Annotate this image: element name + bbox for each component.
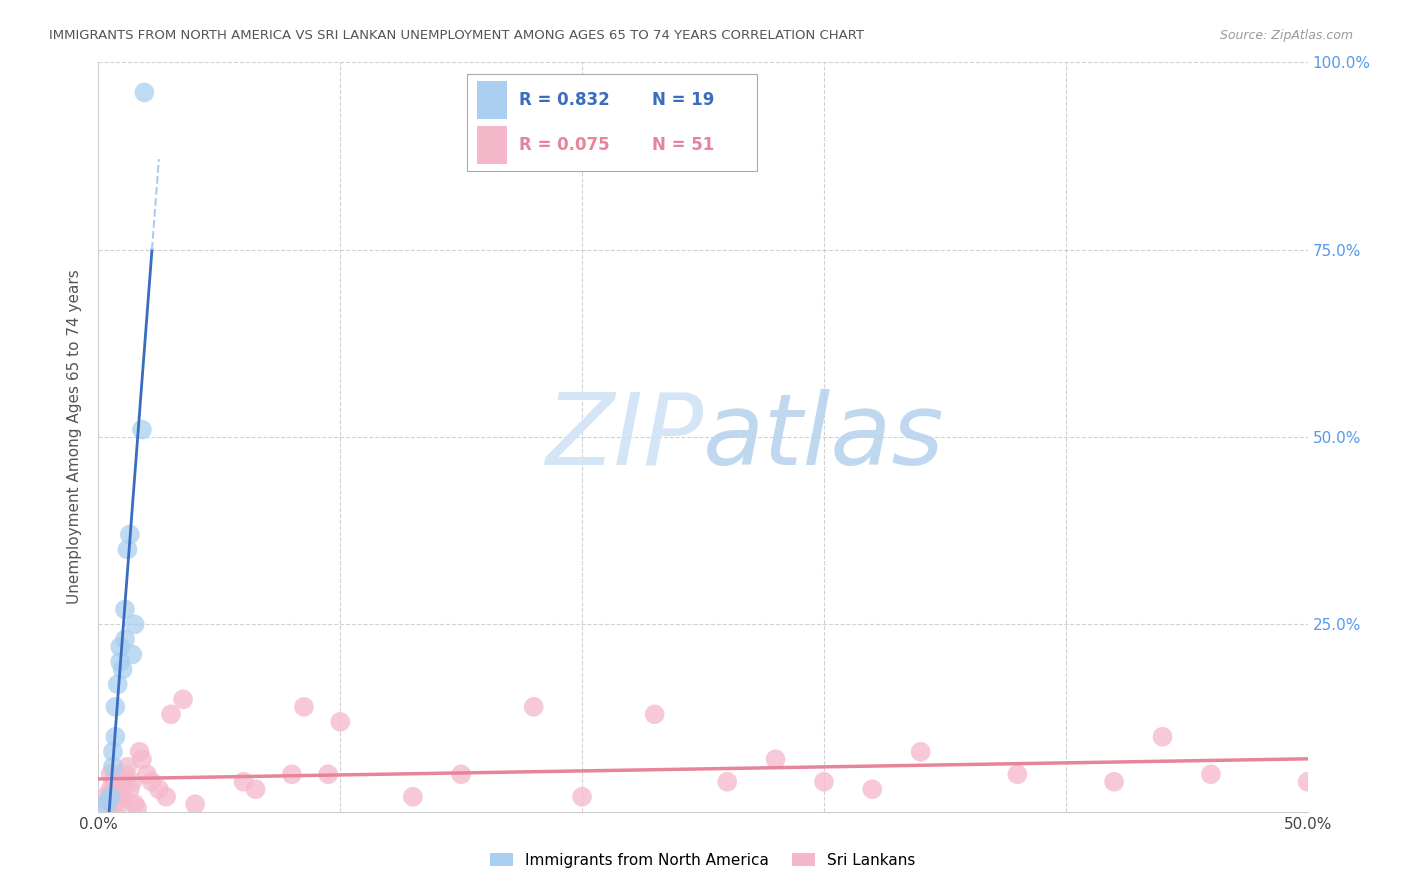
Point — [101, 774, 124, 789]
Point — [184, 797, 207, 812]
Point — [245, 782, 267, 797]
Point — [94, 789, 117, 804]
Point — [644, 707, 666, 722]
Point — [124, 617, 146, 632]
Point — [329, 714, 352, 729]
Point — [402, 789, 425, 804]
Point — [1007, 767, 1029, 781]
Point — [135, 767, 157, 781]
Point — [1152, 730, 1174, 744]
Point — [114, 767, 136, 781]
Point — [107, 677, 129, 691]
Point — [860, 782, 883, 797]
Point — [128, 745, 150, 759]
Point — [108, 782, 131, 797]
Y-axis label: Unemployment Among Ages 65 to 74 years: Unemployment Among Ages 65 to 74 years — [67, 269, 83, 605]
Bar — [477, 81, 508, 119]
Point — [97, 793, 120, 807]
Point — [117, 542, 139, 557]
Point — [134, 86, 156, 100]
Point — [107, 774, 129, 789]
Point — [118, 527, 141, 541]
Point — [97, 797, 120, 812]
Point — [1102, 774, 1125, 789]
Point — [141, 774, 163, 789]
Text: N = 51: N = 51 — [652, 136, 714, 153]
Point — [281, 767, 304, 781]
Bar — [477, 126, 508, 163]
Point — [316, 767, 339, 781]
FancyBboxPatch shape — [467, 74, 758, 171]
Point — [131, 752, 153, 766]
Point — [232, 774, 254, 789]
Point — [114, 602, 136, 616]
Point — [104, 699, 127, 714]
Point — [107, 789, 129, 804]
Point — [104, 767, 127, 781]
Point — [100, 767, 122, 781]
Point — [104, 730, 127, 744]
Point — [94, 798, 117, 813]
Point — [450, 767, 472, 781]
Point — [1296, 774, 1319, 789]
Point — [111, 774, 134, 789]
Text: IMMIGRANTS FROM NORTH AMERICA VS SRI LANKAN UNEMPLOYMENT AMONG AGES 65 TO 74 YEA: IMMIGRANTS FROM NORTH AMERICA VS SRI LAN… — [49, 29, 865, 42]
Point — [121, 774, 143, 789]
Point — [172, 692, 194, 706]
Point — [155, 789, 177, 804]
Point — [100, 782, 122, 797]
Point — [124, 797, 146, 812]
Point — [101, 760, 124, 774]
Point — [118, 782, 141, 797]
Point — [111, 789, 134, 804]
Text: Source: ZipAtlas.com: Source: ZipAtlas.com — [1219, 29, 1353, 42]
Point — [148, 782, 170, 797]
Point — [910, 745, 932, 759]
Point — [104, 782, 127, 797]
Point — [121, 648, 143, 662]
Text: N = 19: N = 19 — [652, 91, 714, 109]
Text: R = 0.075: R = 0.075 — [519, 136, 610, 153]
Point — [114, 632, 136, 647]
Point — [108, 655, 131, 669]
Point — [571, 789, 593, 804]
Text: ZIP: ZIP — [544, 389, 703, 485]
Point — [108, 797, 131, 812]
Point — [104, 797, 127, 812]
Point — [523, 699, 546, 714]
Point — [108, 640, 131, 654]
Point — [716, 774, 738, 789]
Point — [765, 752, 787, 766]
Point — [160, 707, 183, 722]
Text: R = 0.832: R = 0.832 — [519, 91, 610, 109]
Point — [1199, 767, 1222, 781]
Point — [100, 789, 122, 804]
Point — [292, 699, 315, 714]
Point — [111, 662, 134, 676]
Point — [117, 760, 139, 774]
Text: atlas: atlas — [703, 389, 945, 485]
Legend: Immigrants from North America, Sri Lankans: Immigrants from North America, Sri Lanka… — [482, 845, 924, 875]
Point — [101, 745, 124, 759]
Point — [127, 801, 149, 815]
Point — [813, 774, 835, 789]
Point — [101, 789, 124, 804]
Point — [131, 423, 153, 437]
